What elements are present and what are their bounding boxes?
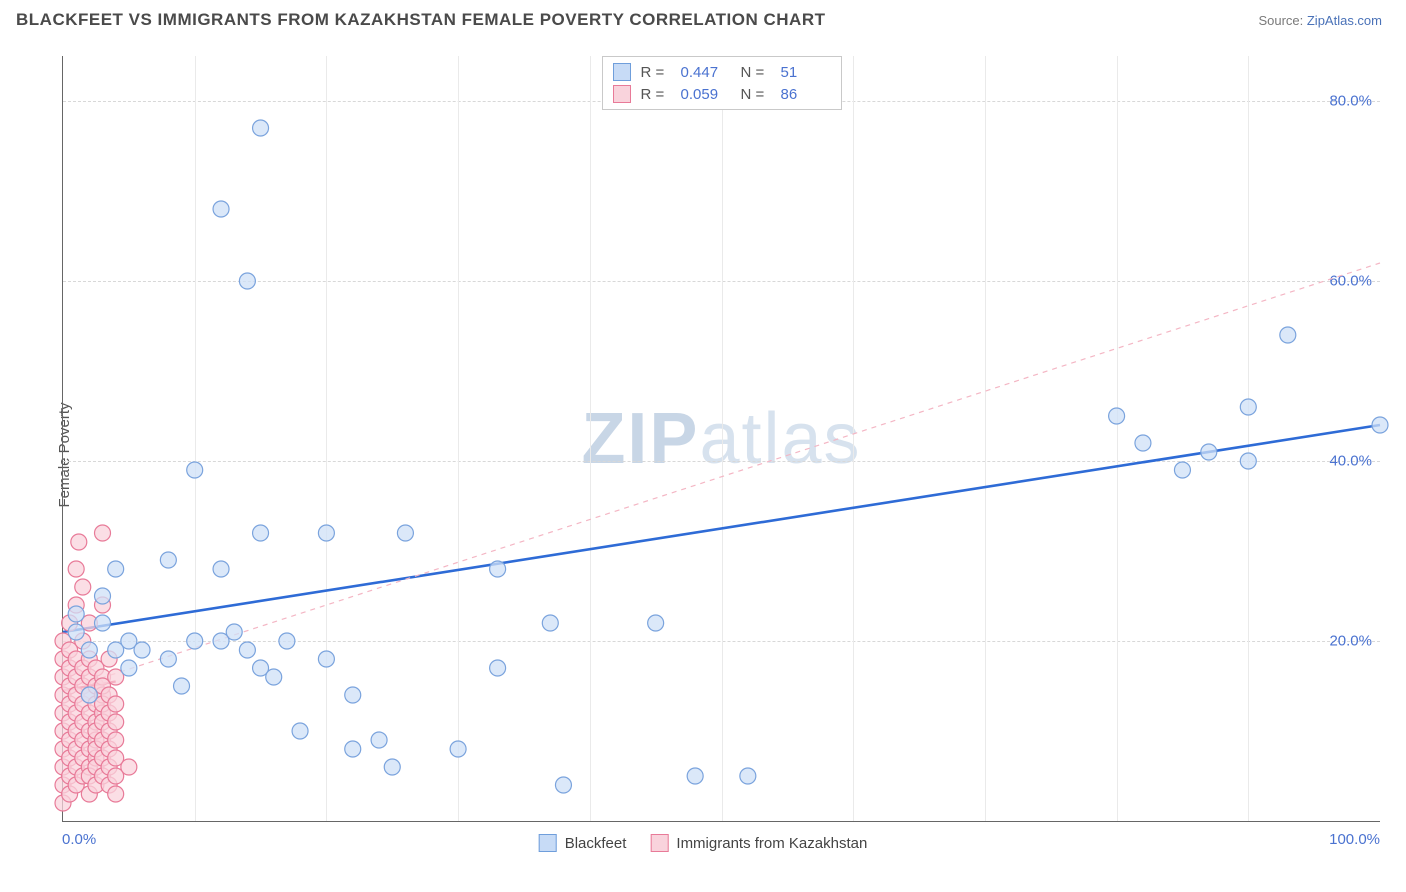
data-point-blackfeet (253, 525, 269, 541)
source-prefix: Source: (1258, 13, 1306, 28)
r-value-kazakhstan: 0.059 (681, 86, 731, 103)
data-point-blackfeet (740, 768, 756, 784)
data-point-kazakhstan (68, 561, 84, 577)
data-point-kazakhstan (108, 732, 124, 748)
n-value-kazakhstan: 86 (781, 86, 831, 103)
legend-item-blackfeet: Blackfeet (539, 834, 627, 852)
data-point-blackfeet (1240, 399, 1256, 415)
data-point-blackfeet (174, 678, 190, 694)
r-label: R = (641, 86, 671, 103)
chart-svg (63, 56, 1380, 821)
data-point-blackfeet (187, 462, 203, 478)
data-point-blackfeet (1109, 408, 1125, 424)
data-point-blackfeet (397, 525, 413, 541)
data-point-blackfeet (213, 201, 229, 217)
data-point-blackfeet (108, 561, 124, 577)
chart-title: BLACKFEET VS IMMIGRANTS FROM KAZAKHSTAN … (16, 10, 825, 30)
data-point-blackfeet (450, 741, 466, 757)
chart-container: Female Poverty ZIPatlas R = 0.447 N = 51… (16, 48, 1390, 862)
data-point-blackfeet (292, 723, 308, 739)
data-point-blackfeet (318, 525, 334, 541)
data-point-blackfeet (213, 561, 229, 577)
data-point-blackfeet (490, 660, 506, 676)
data-point-blackfeet (345, 741, 361, 757)
data-point-blackfeet (68, 624, 84, 640)
r-value-blackfeet: 0.447 (681, 64, 731, 81)
correlation-legend: R = 0.447 N = 51 R = 0.059 N = 86 (602, 56, 842, 110)
data-point-blackfeet (318, 651, 334, 667)
data-point-blackfeet (226, 624, 242, 640)
data-point-blackfeet (1135, 435, 1151, 451)
legend-swatch-icon (650, 834, 668, 852)
data-point-blackfeet (1174, 462, 1190, 478)
x-tick-min: 0.0% (62, 831, 96, 848)
data-point-blackfeet (542, 615, 558, 631)
data-point-blackfeet (687, 768, 703, 784)
series-legend: Blackfeet Immigrants from Kazakhstan (539, 834, 868, 852)
n-value-blackfeet: 51 (781, 64, 831, 81)
data-point-blackfeet (68, 606, 84, 622)
data-point-blackfeet (95, 615, 111, 631)
source-link[interactable]: ZipAtlas.com (1307, 13, 1382, 28)
data-point-blackfeet (555, 777, 571, 793)
data-point-blackfeet (371, 732, 387, 748)
x-tick-max: 100.0% (1329, 831, 1380, 848)
r-label: R = (641, 64, 671, 81)
data-point-blackfeet (253, 120, 269, 136)
data-point-blackfeet (239, 273, 255, 289)
data-point-kazakhstan (108, 786, 124, 802)
legend-row-blackfeet: R = 0.447 N = 51 (611, 61, 833, 83)
legend-swatch-icon (539, 834, 557, 852)
data-point-kazakhstan (75, 579, 91, 595)
data-point-blackfeet (134, 642, 150, 658)
data-point-blackfeet (239, 642, 255, 658)
data-point-blackfeet (160, 651, 176, 667)
data-point-kazakhstan (121, 759, 137, 775)
data-point-kazakhstan (108, 696, 124, 712)
data-point-blackfeet (1280, 327, 1296, 343)
data-point-blackfeet (121, 660, 137, 676)
legend-swatch-kazakhstan (613, 85, 631, 103)
data-point-blackfeet (187, 633, 203, 649)
data-point-blackfeet (384, 759, 400, 775)
data-point-blackfeet (1372, 417, 1388, 433)
data-point-blackfeet (279, 633, 295, 649)
data-point-blackfeet (490, 561, 506, 577)
source-attribution: Source: ZipAtlas.com (1258, 13, 1382, 28)
data-point-kazakhstan (71, 534, 87, 550)
n-label: N = (741, 64, 771, 81)
legend-label-kazakhstan: Immigrants from Kazakhstan (676, 835, 867, 852)
data-point-blackfeet (266, 669, 282, 685)
legend-row-kazakhstan: R = 0.059 N = 86 (611, 83, 833, 105)
data-point-blackfeet (345, 687, 361, 703)
data-point-kazakhstan (95, 525, 111, 541)
legend-swatch-blackfeet (613, 63, 631, 81)
data-point-blackfeet (1240, 453, 1256, 469)
plot-area: ZIPatlas R = 0.447 N = 51 R = 0.059 N = … (62, 56, 1380, 822)
data-point-blackfeet (1201, 444, 1217, 460)
data-point-blackfeet (81, 687, 97, 703)
data-point-blackfeet (160, 552, 176, 568)
data-point-blackfeet (95, 588, 111, 604)
n-label: N = (741, 86, 771, 103)
legend-item-kazakhstan: Immigrants from Kazakhstan (650, 834, 867, 852)
legend-label-blackfeet: Blackfeet (565, 835, 627, 852)
data-point-kazakhstan (108, 714, 124, 730)
data-point-blackfeet (81, 642, 97, 658)
data-point-blackfeet (648, 615, 664, 631)
